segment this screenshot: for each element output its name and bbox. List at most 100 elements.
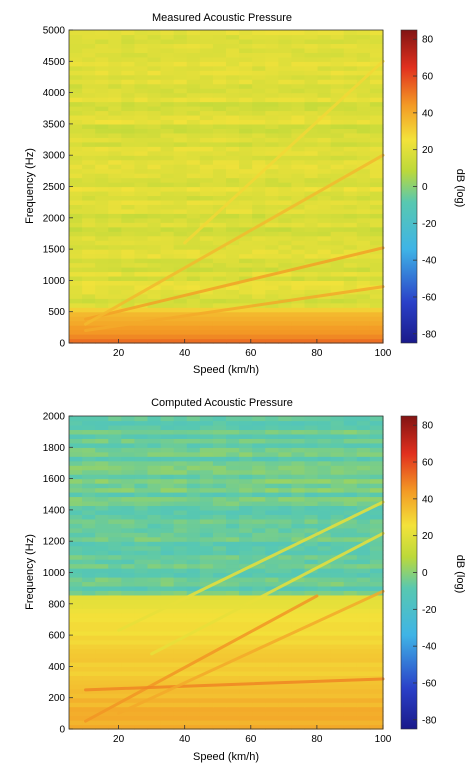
heatmap-cell	[173, 334, 188, 340]
heatmap-cell	[108, 293, 122, 299]
heatmap-cell	[108, 47, 122, 53]
heatmap-cell	[369, 612, 384, 618]
heatmap-cell	[134, 496, 149, 502]
heatmap-cell	[265, 316, 279, 322]
heatmap-cell	[304, 438, 319, 444]
heatmap-cell	[278, 240, 293, 246]
heatmap-cell	[226, 173, 240, 179]
heatmap-cell	[134, 438, 149, 444]
heatmap-cell	[226, 83, 240, 89]
heatmap-cell	[265, 438, 279, 444]
heatmap-cell	[226, 199, 240, 205]
heatmap-cell	[304, 456, 319, 462]
heatmap-cell	[95, 599, 109, 605]
heatmap-cell	[173, 190, 188, 197]
heatmap-cell	[121, 536, 136, 542]
heatmap-cell	[69, 173, 83, 179]
heatmap-cell	[212, 608, 227, 614]
heatmap-cell	[304, 302, 319, 308]
heatmap-cell	[356, 222, 371, 228]
heatmap-cell	[265, 311, 279, 317]
heatmap-cell	[291, 70, 306, 76]
heatmap-cell	[343, 123, 358, 129]
heatmap-cell	[69, 65, 83, 71]
heatmap-cell	[69, 451, 83, 457]
heatmap-cell	[226, 92, 240, 98]
heatmap-cell	[304, 106, 319, 112]
heatmap-cell	[278, 585, 293, 591]
panel-computed: Computed Acoustic Pressure 0200400600800…	[24, 397, 466, 763]
heatmap-cell	[160, 132, 175, 138]
heatmap-cell	[369, 101, 384, 107]
heatmap-cell	[186, 208, 201, 214]
heatmap-cell	[330, 316, 345, 322]
heatmap-cell	[134, 576, 149, 583]
heatmap-cell	[108, 137, 122, 143]
heatmap-cell	[69, 420, 83, 426]
heatmap-cell	[265, 523, 279, 529]
heatmap-cell	[304, 137, 319, 143]
heatmap-cell	[121, 652, 136, 659]
heatmap-cell	[147, 199, 162, 205]
heatmap-cell	[278, 648, 293, 654]
heatmap-cell	[330, 329, 345, 335]
heatmap-cell	[108, 226, 122, 232]
heatmap-cell	[304, 487, 319, 493]
heatmap-cell	[278, 496, 293, 502]
heatmap-cell	[304, 70, 319, 76]
heatmap-cell	[343, 38, 358, 45]
heatmap-cell	[134, 612, 149, 618]
heatmap-cell	[330, 79, 345, 85]
heatmap-cell	[330, 334, 345, 340]
heatmap-cell	[212, 302, 227, 308]
heatmap-cell	[160, 199, 175, 205]
heatmap-cell	[173, 34, 188, 40]
heatmap-cell	[134, 523, 149, 529]
heatmap-cell	[147, 715, 162, 721]
heatmap-cell	[304, 483, 319, 489]
heatmap-cell	[239, 249, 253, 255]
heatmap-cell	[173, 280, 188, 286]
heatmap-cell	[252, 438, 266, 444]
heatmap-cell	[343, 500, 358, 507]
heatmap-cell	[330, 581, 345, 587]
heatmap-cell	[147, 253, 162, 259]
heatmap-cell	[160, 65, 175, 71]
heatmap-cell	[212, 266, 227, 273]
heatmap-cell	[252, 114, 266, 121]
heatmap-cell	[121, 679, 136, 685]
heatmap-cell	[186, 639, 201, 645]
heatmap-cell	[317, 474, 332, 480]
heatmap-cell	[304, 518, 319, 524]
heatmap-cell	[252, 168, 266, 174]
heatmap-cell	[239, 608, 253, 614]
heatmap-cell	[317, 460, 332, 466]
heatmap-cell	[291, 424, 306, 431]
heatmap-cell	[95, 648, 109, 654]
heatmap-cell	[173, 670, 188, 676]
heatmap-cell	[239, 114, 253, 121]
heatmap-cell	[121, 420, 136, 426]
heatmap-cell	[291, 159, 306, 165]
heatmap-cell	[82, 675, 96, 681]
heatmap-cell	[160, 329, 175, 335]
order-line	[84, 677, 385, 692]
heatmap-cell	[199, 293, 214, 299]
heatmap-cell	[212, 280, 227, 286]
heatmap-cell	[212, 213, 227, 219]
heatmap-cell	[304, 469, 319, 475]
heatmap-cell	[356, 293, 371, 299]
heatmap-cell	[199, 612, 214, 618]
heatmap-cell	[356, 724, 371, 730]
heatmap-cell	[212, 150, 227, 156]
heatmap-cell	[291, 536, 306, 542]
heatmap-cell	[121, 693, 136, 699]
heatmap-cell	[199, 311, 214, 317]
heatmap-cell	[173, 168, 188, 174]
heatmap-cell	[369, 302, 384, 308]
heatmap-cell	[317, 320, 332, 326]
heatmap-cell	[173, 532, 188, 538]
heatmap-cell	[121, 164, 136, 170]
heatmap-cell	[252, 307, 266, 313]
heatmap-cell	[212, 483, 227, 489]
